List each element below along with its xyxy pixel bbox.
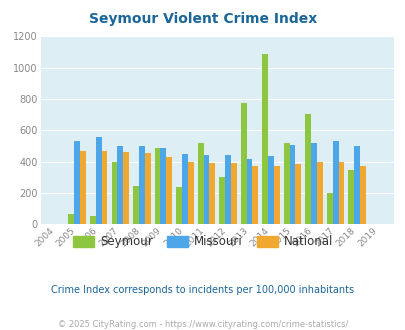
Bar (240, 103, 246, 224)
Bar (347, 170, 354, 224)
Text: © 2025 CityRating.com - https://www.cityrating.com/crime-statistics/: © 2025 CityRating.com - https://www.city… (58, 320, 347, 329)
Bar (123, 152, 129, 224)
Bar (181, 154, 188, 224)
Bar (101, 151, 107, 224)
Bar (68, 214, 74, 224)
Bar (133, 186, 139, 224)
Bar (144, 153, 150, 224)
Bar (354, 146, 359, 224)
Text: Seymour Violent Crime Index: Seymour Violent Crime Index (89, 12, 316, 25)
Bar (219, 177, 224, 224)
Bar (326, 193, 332, 224)
Bar (203, 155, 209, 224)
Bar (96, 137, 101, 224)
Bar (154, 148, 160, 224)
Bar (176, 187, 181, 224)
Bar (332, 141, 338, 224)
Bar (160, 148, 166, 224)
Bar (338, 162, 343, 224)
Bar (111, 162, 117, 224)
Bar (80, 151, 86, 224)
Bar (311, 143, 316, 224)
Bar (166, 157, 172, 224)
Bar (139, 146, 144, 224)
Bar (74, 141, 80, 224)
Bar (230, 163, 236, 224)
Bar (117, 146, 123, 224)
Text: Crime Index corresponds to incidents per 100,000 inhabitants: Crime Index corresponds to incidents per… (51, 285, 354, 295)
Bar (289, 145, 295, 224)
Bar (197, 143, 203, 224)
Bar (267, 156, 273, 224)
Bar (224, 155, 230, 224)
Bar (316, 162, 322, 224)
Bar (295, 164, 301, 224)
Legend: Seymour, Missouri, National: Seymour, Missouri, National (68, 231, 337, 253)
Bar (359, 166, 365, 224)
Bar (305, 114, 311, 224)
Bar (246, 159, 252, 224)
Bar (188, 162, 193, 224)
Bar (262, 54, 267, 224)
Bar (209, 163, 215, 224)
Bar (90, 216, 96, 224)
Bar (273, 166, 279, 224)
Bar (252, 166, 258, 224)
Bar (283, 143, 289, 224)
